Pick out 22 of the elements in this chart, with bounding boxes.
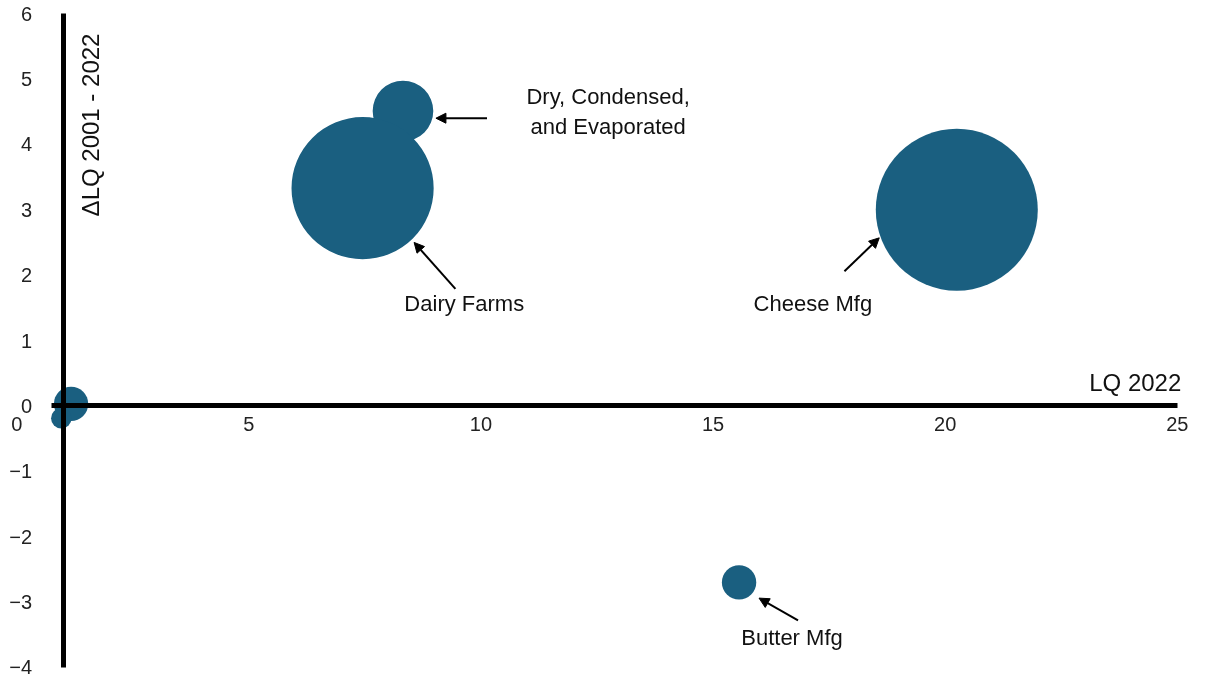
annotation: Dairy Farms — [404, 290, 525, 316]
y-tick-label: 5 — [21, 67, 33, 90]
x-tick-label: 15 — [701, 412, 725, 435]
annotation: Cheese Mfg — [753, 290, 873, 316]
y-axis-title: ΔLQ 2001 - 2022 — [77, 33, 105, 217]
x-tick-label: 10 — [469, 412, 493, 435]
y-tick-label: −1 — [9, 460, 33, 483]
y-tick-label: 0 — [21, 394, 33, 417]
y-tick-label: −3 — [9, 591, 33, 614]
y-tick-label: 2 — [21, 264, 33, 287]
annotation: Dry, Condensed, and Evaporated — [526, 83, 690, 139]
x-tick-label: 25 — [1166, 412, 1189, 435]
y-tick-label: 1 — [21, 329, 33, 352]
x-axis-title: LQ 2022 — [1089, 368, 1182, 396]
y-tick-label: 4 — [21, 133, 33, 156]
y-tick-label: 3 — [21, 198, 33, 221]
y-tick-label: −4 — [9, 656, 33, 679]
y-tick-label: 6 — [21, 2, 33, 25]
y-tick-label: −2 — [9, 525, 33, 548]
x-tick-label: 20 — [934, 412, 957, 435]
x-tick-label: 5 — [243, 412, 255, 435]
annotation: Butter Mfg — [741, 624, 843, 650]
